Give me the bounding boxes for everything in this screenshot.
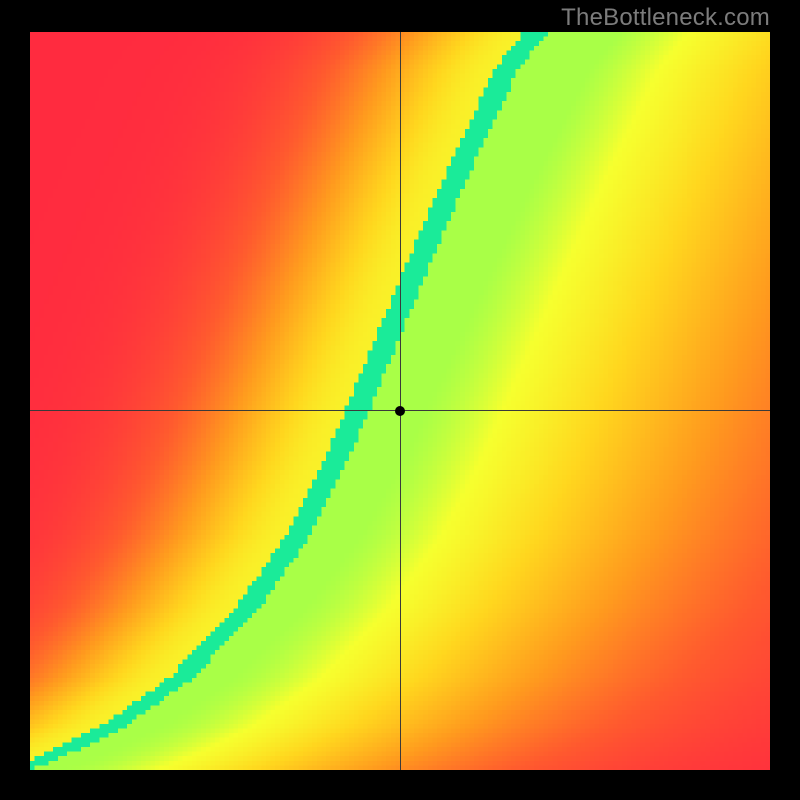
- watermark-label: TheBottleneck.com: [561, 4, 770, 32]
- chart-wrapper: TheBottleneck.com: [0, 0, 800, 800]
- bottleneck-heatmap: [30, 32, 770, 770]
